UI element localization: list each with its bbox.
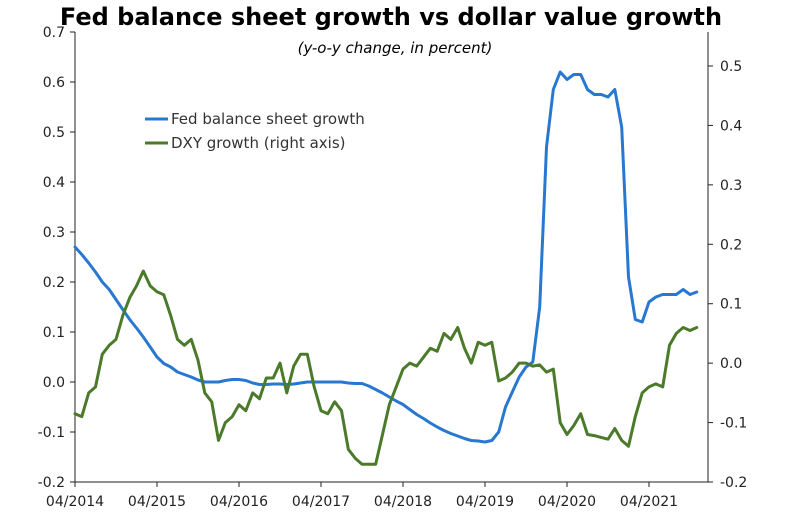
x-tick-label: 04/2015	[128, 494, 186, 510]
left-tick-label: 0.0	[43, 375, 65, 391]
left-tick-label: 0.1	[43, 325, 65, 341]
right-tick-label: -0.2	[720, 475, 747, 491]
left-tick-label: -0.1	[38, 425, 65, 441]
left-tick-label: 0.2	[43, 275, 65, 291]
right-tick-label: 0.4	[720, 118, 742, 134]
chart-title: Fed balance sheet growth vs dollar value…	[60, 3, 722, 31]
x-axis: 04/2014 04/2015 04/2016 04/2017 04/2018 04/20…	[46, 481, 708, 510]
x-tick-label: 04/2020	[538, 494, 596, 510]
left-y-axis: -0.2 -0.1 0.0 0.1 0.2 0.3 0.4 0.5 0.6 0.7	[38, 25, 76, 491]
legend-label-dxy: DXY growth (right axis)	[171, 134, 346, 152]
x-tick-label: 04/2019	[456, 494, 514, 510]
right-tick-label: 0.0	[720, 356, 742, 372]
series-layer	[73, 70, 699, 466]
chart-subtitle: (y-o-y change, in percent)	[298, 39, 493, 57]
right-tick-label: 0.5	[720, 59, 742, 75]
x-tick-label: 04/2017	[292, 494, 350, 510]
left-tick-label: 0.3	[43, 225, 65, 241]
left-tick-label: 0.4	[43, 175, 65, 191]
x-tick-label: 04/2016	[210, 494, 268, 510]
left-tick-label: -0.2	[38, 475, 65, 491]
right-tick-label: -0.1	[720, 416, 747, 432]
series-line-dxy-growth	[73, 269, 699, 466]
x-tick-label: 04/2018	[374, 494, 432, 510]
x-tick-label: 04/2021	[620, 494, 678, 510]
left-tick-label: 0.5	[43, 125, 65, 141]
legend-label-fed: Fed balance sheet growth	[171, 110, 365, 128]
legend: Fed balance sheet growth DXY growth (rig…	[145, 110, 365, 152]
left-tick-label: 0.6	[43, 75, 65, 91]
right-tick-label: 0.2	[720, 237, 742, 253]
x-tick-label: 04/2014	[46, 494, 104, 510]
right-tick-label: 0.3	[720, 178, 742, 194]
left-tick-label: 0.7	[43, 25, 65, 41]
right-tick-label: 0.1	[720, 297, 742, 313]
right-y-axis: -0.2 -0.1 0.0 0.1 0.2 0.3 0.4 0.5	[707, 32, 747, 491]
series-line-fed-balance-sheet	[73, 70, 699, 444]
